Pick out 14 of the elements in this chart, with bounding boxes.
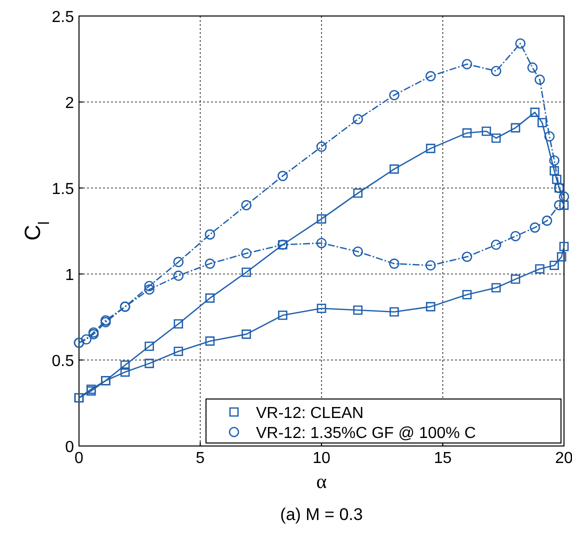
y-tick-label: 0.5 [52, 353, 74, 370]
x-axis-title: α [316, 471, 328, 493]
y-tick-label: 2.5 [52, 9, 74, 26]
x-tick-label: 10 [312, 450, 330, 467]
x-tick-label: 5 [196, 450, 205, 467]
y-tick-label: 1 [65, 267, 74, 284]
legend-label: VR-12: CLEAN [256, 405, 364, 422]
legend-label: VR-12: 1.35%C GF @ 100% C [256, 425, 476, 442]
y-tick-label: 1.5 [52, 181, 74, 198]
y-tick-label: 2 [65, 95, 74, 112]
text: (a) M = 0.3 [280, 505, 363, 524]
x-tick-label: 15 [434, 450, 452, 467]
y-tick-label: 0 [65, 439, 74, 456]
x-tick-label: 20 [555, 450, 572, 467]
